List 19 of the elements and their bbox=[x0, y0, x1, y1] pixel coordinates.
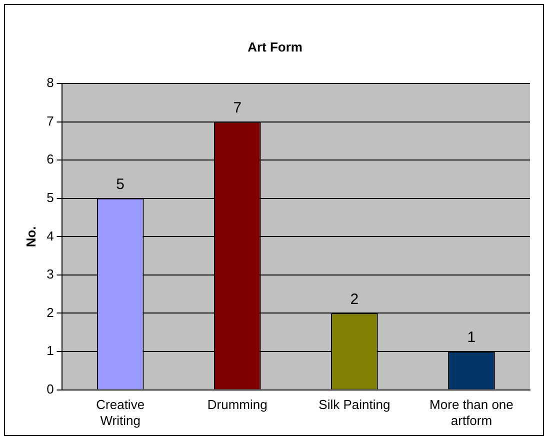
data-label: 5 bbox=[116, 176, 125, 194]
y-tick-label: 0 bbox=[46, 381, 54, 396]
x-tick-label: Creative Writing bbox=[96, 397, 145, 428]
y-tick-label: 4 bbox=[46, 228, 54, 244]
y-tick-label: 6 bbox=[46, 152, 54, 167]
y-tick-label: 2 bbox=[46, 304, 54, 320]
y-tick-label: 3 bbox=[46, 266, 54, 282]
y-tick-label: 1 bbox=[46, 343, 54, 358]
y-axis-title: No. bbox=[23, 226, 38, 248]
y-tick-label: 8 bbox=[46, 75, 54, 90]
x-tick-label: Drumming bbox=[207, 397, 268, 412]
y-tick-label: 7 bbox=[46, 113, 54, 128]
y-tick-label: 5 bbox=[46, 190, 54, 206]
x-tick-label: Silk Painting bbox=[318, 397, 390, 412]
data-label: 7 bbox=[233, 100, 242, 117]
x-tick-label: More than one artform bbox=[430, 397, 514, 428]
data-label: 2 bbox=[350, 290, 359, 308]
chart-title: Art Form bbox=[248, 39, 302, 54]
data-label: 1 bbox=[467, 329, 476, 346]
